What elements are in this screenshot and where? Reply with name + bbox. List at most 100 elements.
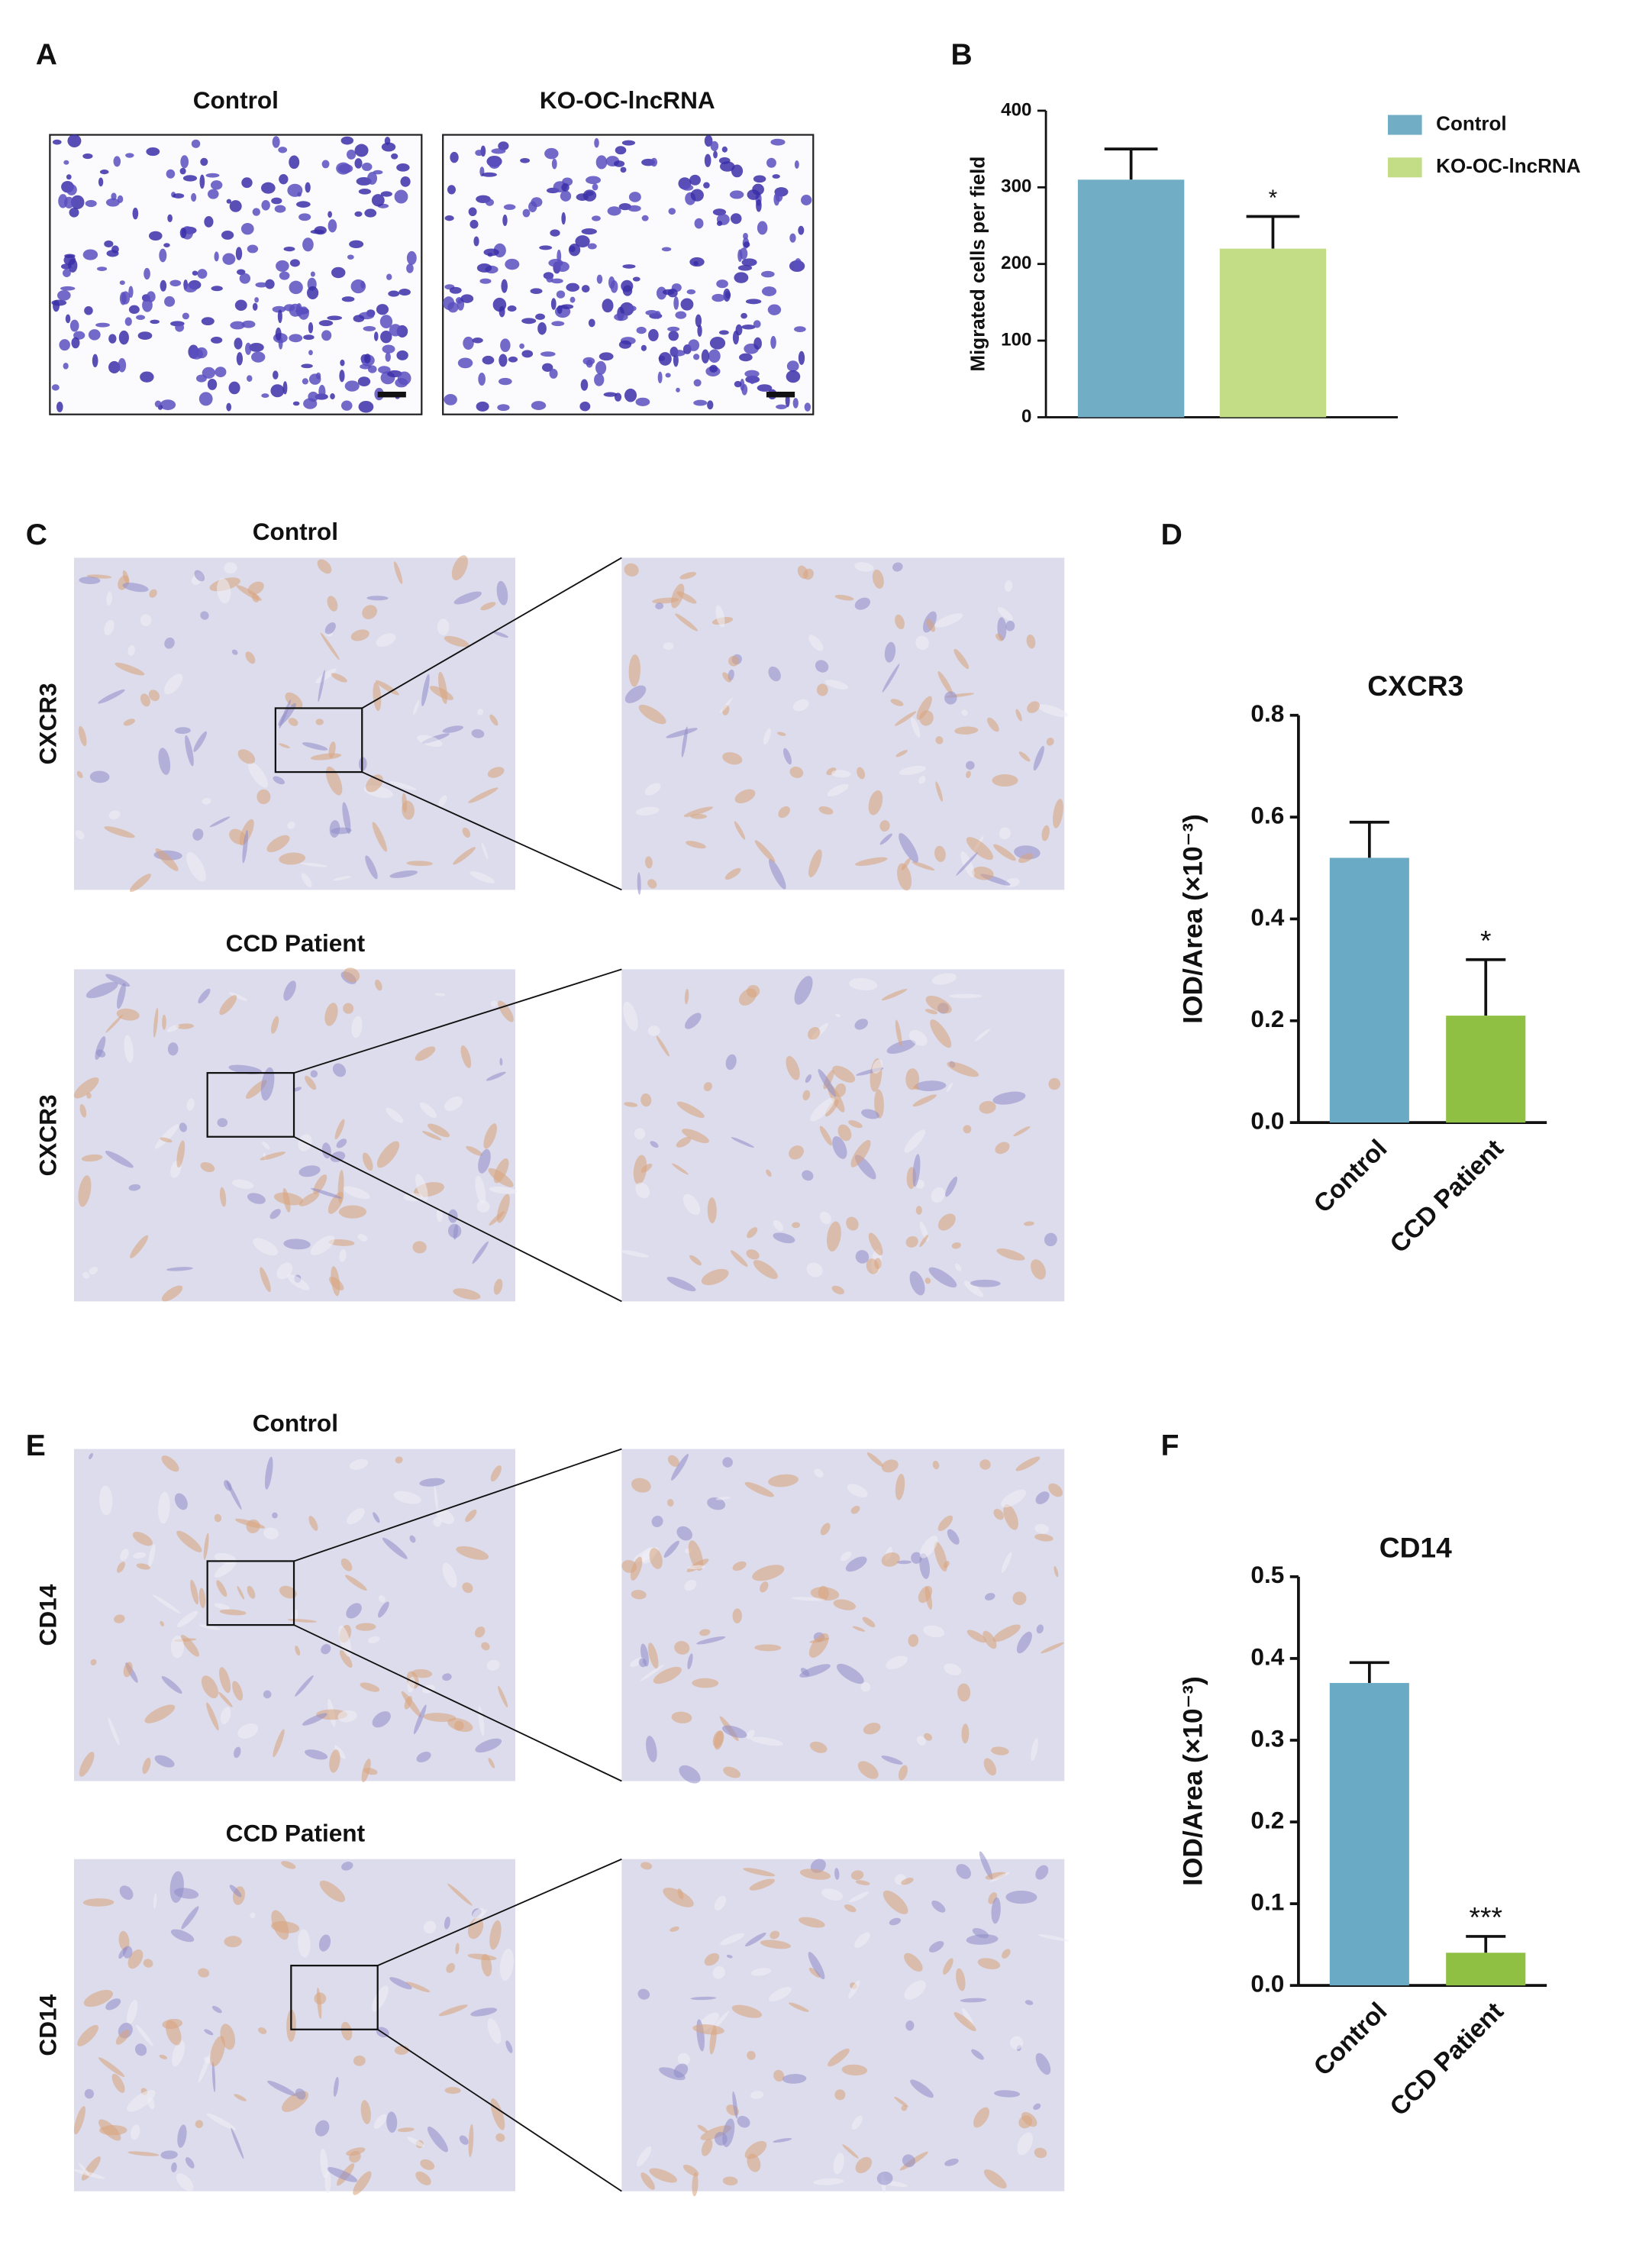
tissue (98, 2057, 125, 2077)
tissue (320, 2148, 328, 2179)
tissue (219, 1667, 231, 1694)
cell (550, 278, 563, 284)
cell (297, 192, 302, 197)
cell (230, 321, 245, 330)
tissue (214, 1559, 237, 1578)
tissue (813, 2178, 844, 2185)
tissue (963, 1281, 984, 1297)
tissue (704, 1952, 720, 1966)
cell (358, 400, 374, 413)
tissue (163, 673, 183, 695)
tissue (407, 2137, 424, 2147)
tissue (310, 1235, 335, 1255)
tissue (997, 606, 1013, 621)
cell (371, 194, 385, 207)
cell (201, 317, 215, 326)
cell (444, 215, 454, 221)
cell (296, 201, 311, 208)
tissue (498, 1685, 508, 1708)
cell (140, 371, 154, 383)
tissue (430, 686, 453, 700)
tissue (267, 2080, 296, 2096)
tissue (140, 693, 150, 707)
tissue (834, 2089, 846, 2101)
tissue (943, 1561, 950, 1568)
tissue (83, 1990, 114, 2007)
cell (69, 207, 79, 218)
tissue (160, 1620, 164, 1626)
tissue (789, 766, 804, 778)
cell (502, 215, 508, 227)
tissue (644, 856, 653, 869)
tissue (974, 1029, 990, 1042)
tissue (343, 967, 360, 983)
tissue (86, 1092, 92, 1099)
cell (71, 337, 80, 349)
cell (668, 331, 679, 341)
tissue (442, 1673, 452, 1681)
cell (753, 175, 766, 183)
tissue (635, 1182, 650, 1199)
tissue (185, 2157, 195, 2169)
tissue (620, 1250, 650, 1258)
tissue (468, 787, 499, 803)
tissue (799, 1917, 825, 1928)
image-bg (621, 1859, 1065, 2191)
chart-title: CXCR3 (1367, 670, 1463, 702)
bar (1329, 858, 1409, 1123)
tissue (89, 1452, 93, 1460)
tissue (345, 1575, 367, 1591)
tissue (754, 840, 776, 863)
cell (560, 304, 574, 309)
cell (360, 363, 371, 370)
cell (235, 247, 243, 260)
tissue (663, 642, 674, 651)
tissue (640, 2172, 655, 2190)
tissue (993, 1509, 1004, 1520)
cell (641, 215, 649, 221)
tissue (166, 1267, 193, 1271)
tissue (868, 790, 883, 816)
y-tick-label: 0.8 (1250, 699, 1284, 727)
y-tick-label: 200 (1001, 253, 1031, 273)
tissue (460, 1045, 472, 1068)
tissue (115, 662, 145, 676)
tissue (373, 682, 382, 712)
tissue (161, 1455, 179, 1472)
panel-letter: F (1161, 1429, 1179, 1462)
tissue (486, 1071, 506, 1081)
x-tick-label: CCD Patient (1385, 1135, 1509, 1259)
cell (772, 174, 780, 179)
tissue (419, 1102, 437, 1119)
tissue (181, 1906, 199, 1930)
cell (627, 305, 637, 312)
cell (198, 392, 213, 406)
cell (576, 193, 589, 201)
tissue (122, 583, 149, 593)
tissue (495, 2133, 505, 2143)
tissue (73, 2106, 86, 2135)
cell (398, 289, 411, 296)
tissue (971, 2049, 984, 2060)
cell (592, 183, 599, 191)
cell (485, 199, 494, 206)
tissue (700, 2125, 731, 2140)
tissue (355, 1623, 376, 1631)
bar (1446, 1016, 1526, 1123)
tissue (376, 633, 396, 647)
cell (148, 231, 163, 241)
cell (635, 397, 650, 406)
tissue (409, 1535, 416, 1543)
tissue (1024, 1221, 1034, 1226)
tissue (211, 2062, 216, 2093)
tissue (901, 2105, 908, 2111)
cell (656, 286, 667, 300)
tissue (842, 2144, 859, 2159)
y-tick-label: 0.4 (1250, 1642, 1284, 1670)
tissue (134, 2043, 147, 2056)
cell (775, 191, 783, 202)
tissue (444, 2087, 461, 2095)
tissue (898, 1765, 908, 1781)
tissue (992, 774, 1018, 787)
tissue (646, 1736, 657, 1762)
